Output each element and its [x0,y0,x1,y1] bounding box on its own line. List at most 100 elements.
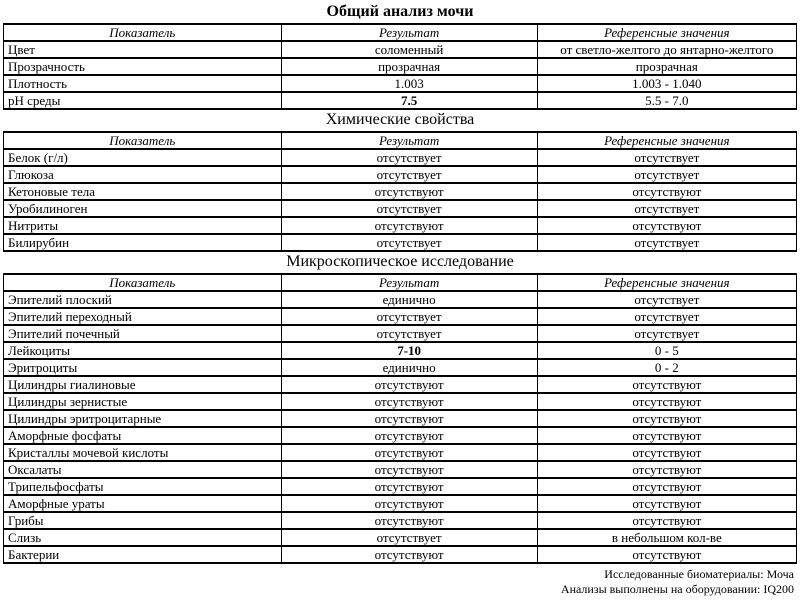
reference-cell: отсутствует [536,324,798,343]
table-row: Эпителий переходный отсутствует отсутств… [3,307,798,326]
table-row: Цвет соломенный от светло-желтого до янт… [3,40,798,59]
column-header-result: Результат [280,23,538,42]
table-row: Прозрачность прозрачная прозрачная [3,57,798,76]
result-cell: отсутствуют [280,182,538,201]
reference-cell: отсутствуют [536,511,798,530]
indicator-cell: Трипельфосфаты [3,477,282,496]
reference-cell: отсутствует [536,165,798,184]
table-row: Бактерии отсутствуют отсутствуют [3,545,798,564]
reference-cell: отсутствует [536,233,798,252]
reference-cell: отсутствуют [536,375,798,394]
reference-cell: 0 - 5 [536,341,798,360]
reference-cell: в небольшом кол-ве [536,528,798,547]
footer-biomaterials-line: Исследованные биоматериалы: Моча [604,567,794,581]
table-row: Билирубин отсутствует отсутствует [3,233,798,252]
table-row: Цилиндры эритроцитарные отсутствуют отсу… [3,409,798,428]
result-cell: отсутствуют [280,494,538,513]
report-section: Общий анализ мочи Показатель Результат Р… [3,2,798,110]
column-header-reference: Референсные значения [536,273,798,292]
result-cell: отсутствуют [280,477,538,496]
table-row: Аморфные ураты отсутствуют отсутствуют [3,494,798,513]
reference-cell: отсутствует [536,199,798,218]
table-row: Эпителий почечный отсутствует отсутствуе… [3,324,798,343]
results-table: Показатель Результат Референсные значени… [3,273,798,564]
result-cell: отсутствуют [280,375,538,394]
table-row: Эритроциты единично 0 - 2 [3,358,798,377]
result-cell: отсутствует [280,324,538,343]
table-row: Кетоновые тела отсутствуют отсутствуют [3,182,798,201]
reference-cell: 1.003 - 1.040 [536,74,798,93]
table-row: Трипельфосфаты отсутствуют отсутствуют [3,477,798,496]
result-cell: отсутствуют [280,426,538,445]
table-row: pH среды 7.5 5.5 - 7.0 [3,91,798,110]
table-body: Цвет соломенный от светло-желтого до янт… [3,40,798,110]
table-row: Цилиндры гиалиновые отсутствуют отсутств… [3,375,798,394]
reference-cell: отсутствует [536,148,798,167]
indicator-cell: Глюкоза [3,165,282,184]
column-header-result: Результат [280,273,538,292]
indicator-cell: Белок (г/л) [3,148,282,167]
indicator-cell: Билирубин [3,233,282,252]
result-cell: отсутствует [280,528,538,547]
table-row: Кристаллы мочевой кислоты отсутствуют от… [3,443,798,462]
reference-cell: отсутствуют [536,426,798,445]
column-header-indicator: Показатель [3,273,282,292]
column-header-indicator: Показатель [3,131,282,150]
results-table: Показатель Результат Референсные значени… [3,23,798,110]
reference-cell: отсутствуют [536,477,798,496]
indicator-cell: Эпителий плоский [3,290,282,309]
report-section: Химические свойства Показатель Результат… [3,110,798,252]
report-footer: Исследованные биоматериалы: Моча Анализы… [3,567,797,597]
table-row: Цилиндры зернистые отсутствуют отсутству… [3,392,798,411]
reference-cell: отсутствуют [536,460,798,479]
indicator-cell: Грибы [3,511,282,530]
result-cell: 7.5 [280,91,538,110]
table-row: Плотность 1.003 1.003 - 1.040 [3,74,798,93]
indicator-cell: Аморфные ураты [3,494,282,513]
column-header-reference: Референсные значения [536,23,798,42]
table-row: Нитриты отсутствуют отсутствуют [3,216,798,235]
indicator-cell: Бактерии [3,545,282,564]
table-row: Грибы отсутствуют отсутствуют [3,511,798,530]
table-row: Белок (г/л) отсутствует отсутствует [3,148,798,167]
reference-cell: отсутствуют [536,545,798,564]
reference-cell: 0 - 2 [536,358,798,377]
table-header-row: Показатель Результат Референсные значени… [3,131,798,150]
reference-cell: отсутствуют [536,494,798,513]
reference-cell: от светло-желтого до янтарно-желтого [536,40,798,59]
indicator-cell: Цилиндры эритроцитарные [3,409,282,428]
reference-cell: отсутствуют [536,443,798,462]
table-header-row: Показатель Результат Референсные значени… [3,23,798,42]
result-cell: 7-10 [280,341,538,360]
indicator-cell: Нитриты [3,216,282,235]
table-row: Уробилиноген отсутствует отсутствует [3,199,798,218]
reference-cell: отсутствует [536,290,798,309]
indicator-cell: Лейкоциты [3,341,282,360]
column-header-reference: Референсные значения [536,131,798,150]
result-cell: отсутствуют [280,545,538,564]
column-header-result: Результат [280,131,538,150]
indicator-cell: Уробилиноген [3,199,282,218]
result-cell: отсутствует [280,165,538,184]
reference-cell: отсутствуют [536,392,798,411]
table-header-row: Показатель Результат Референсные значени… [3,273,798,292]
result-cell: отсутствуют [280,460,538,479]
indicator-cell: Плотность [3,74,282,93]
table-row: Глюкоза отсутствует отсутствует [3,165,798,184]
indicator-cell: Прозрачность [3,57,282,76]
indicator-cell: Слизь [3,528,282,547]
reference-cell: отсутствуют [536,216,798,235]
table-row: Слизь отсутствует в небольшом кол-ве [3,528,798,547]
table-body: Эпителий плоский единично отсутствует Эп… [3,290,798,564]
result-cell: отсутствует [280,233,538,252]
indicator-cell: Кристаллы мочевой кислоты [3,443,282,462]
indicator-cell: Аморфные фосфаты [3,426,282,445]
report-sections: Общий анализ мочи Показатель Результат Р… [3,2,798,564]
indicator-cell: Оксалаты [3,460,282,479]
indicator-cell: Цвет [3,40,282,59]
reference-cell: 5.5 - 7.0 [536,91,798,110]
result-cell: отсутствует [280,199,538,218]
table-row: Оксалаты отсутствуют отсутствуют [3,460,798,479]
result-cell: отсутствует [280,148,538,167]
